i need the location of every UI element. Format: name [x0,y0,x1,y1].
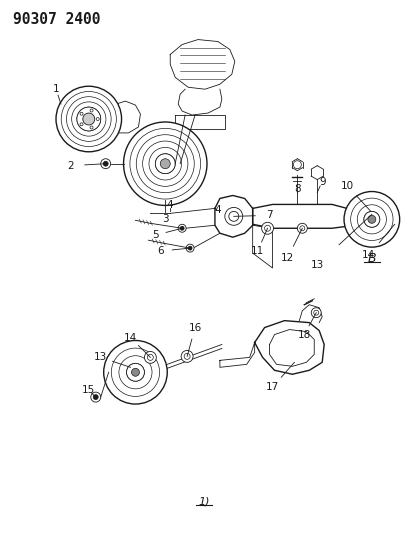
Circle shape [126,364,144,381]
Circle shape [364,212,380,227]
Text: 90307 2400: 90307 2400 [13,12,101,27]
Circle shape [56,86,122,152]
Circle shape [344,191,400,247]
Circle shape [184,353,190,359]
Text: 11: 11 [251,246,264,256]
Circle shape [188,246,192,250]
Circle shape [144,351,156,364]
Text: 14: 14 [362,250,375,260]
Text: 5: 5 [152,230,159,240]
Circle shape [147,354,153,360]
Circle shape [314,310,319,315]
Text: 6: 6 [157,246,164,256]
Circle shape [131,368,140,376]
Circle shape [293,161,302,168]
Circle shape [264,225,271,231]
Circle shape [96,117,99,120]
Circle shape [101,159,111,168]
Text: 14: 14 [124,333,137,343]
Circle shape [186,244,194,252]
Circle shape [262,222,273,234]
Text: 15: 15 [82,385,95,395]
Circle shape [368,209,373,214]
Circle shape [311,308,321,318]
Text: 8: 8 [294,183,301,193]
Circle shape [80,112,83,115]
Circle shape [91,392,101,402]
Circle shape [77,107,101,131]
Circle shape [90,109,93,112]
Circle shape [104,341,167,404]
Circle shape [103,161,108,166]
Circle shape [181,350,193,362]
Circle shape [229,212,239,221]
Text: 12: 12 [281,253,294,263]
Circle shape [180,227,184,230]
Text: 4: 4 [215,205,221,215]
Text: 10: 10 [340,181,354,191]
Circle shape [160,159,170,168]
Text: 17: 17 [266,382,279,392]
Text: 2: 2 [68,160,74,171]
Circle shape [297,223,307,233]
Circle shape [178,224,186,232]
Text: 13: 13 [310,260,324,270]
Circle shape [124,122,207,205]
Circle shape [368,215,376,223]
Text: 4: 4 [167,200,173,211]
Text: 1: 1 [53,84,59,94]
Circle shape [80,123,83,126]
Circle shape [93,394,98,400]
Text: 7: 7 [266,211,273,220]
Text: B: B [368,252,376,264]
Circle shape [225,207,243,225]
Text: 13: 13 [94,352,107,362]
Text: 3: 3 [162,214,169,224]
Circle shape [155,154,175,174]
Text: 16: 16 [188,322,202,333]
Circle shape [90,126,93,129]
Text: 1): 1) [198,496,210,506]
Circle shape [300,226,305,231]
Circle shape [366,206,376,216]
Text: 9: 9 [319,176,326,187]
Circle shape [83,113,95,125]
Text: 18: 18 [298,329,311,340]
